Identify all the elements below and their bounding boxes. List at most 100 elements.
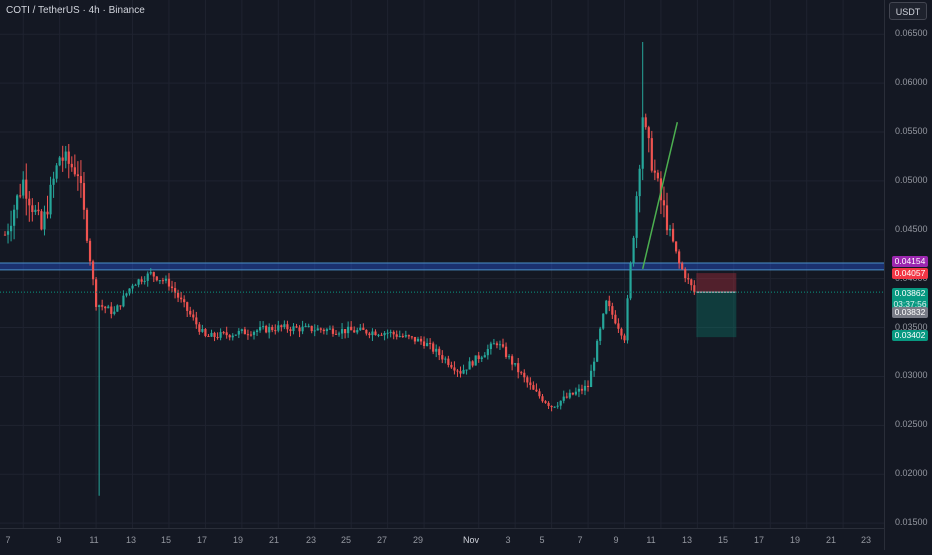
symbol-title: COTI / TetherUS · 4h · Binance [6,5,145,16]
candle-body [413,336,417,342]
candle-body [319,328,322,330]
candle-body [644,117,647,128]
candle-body [161,280,165,282]
candle-body [602,313,605,329]
candle-body [532,385,535,390]
candle-body [198,324,201,332]
candle-body [444,358,447,360]
candle-body [52,178,55,185]
candle-body [656,172,659,179]
time-tick-label: 7 [577,535,583,545]
candle-body [46,211,49,215]
candle-body [82,183,86,210]
candle-body [58,157,61,166]
candle-body [246,334,250,336]
candle-body [88,240,92,262]
candle-body [104,306,107,309]
candle-body [535,389,538,392]
candle-body [192,314,195,318]
candle-body [501,344,505,347]
candle-body [334,333,338,335]
time-tick-label: 23 [860,535,872,545]
candle-body [471,361,474,366]
price-tag: 0.03862 03:37:56 [892,288,928,310]
candle-body [441,355,444,360]
candle-body [304,325,307,327]
candle-body [483,355,486,358]
candle-body [520,372,523,374]
candle-body [371,331,374,336]
time-tick-label: 17 [753,535,765,545]
candle-body [55,165,58,179]
candle-body [541,396,544,402]
candle-body [292,326,295,332]
candle-body [186,302,189,311]
price-tag: 0.03832 [892,307,928,318]
time-axis-separator [0,528,884,529]
candle-body [204,329,207,336]
drawing-overlays[interactable] [0,122,884,338]
candle-body [395,334,398,337]
candle-body [119,305,122,307]
candle-body [684,269,687,279]
candle-body [295,326,298,328]
candle-body [416,338,420,342]
candle-body [301,326,304,332]
price-tag-value: 0.04154 [894,256,926,266]
time-tick-label: 13 [125,535,137,545]
trend-line [641,122,679,270]
candle-body [64,151,67,161]
candle-body [125,293,128,296]
price-tag-value: 0.03862 [894,288,926,298]
currency-button[interactable]: USDT [889,2,927,20]
candle-body [13,209,16,226]
candle-body [480,357,483,360]
candle-body [350,326,353,331]
candle-body [173,288,177,293]
candle-body [459,371,462,374]
candle-body [626,298,629,341]
candle-body [529,382,532,386]
candle-body [286,324,289,330]
candle-body [365,329,368,334]
candle-body [389,331,392,333]
price-tag: 0.04154 [892,256,928,267]
candle-body [562,396,565,401]
candle-body [249,334,253,336]
candle-body [623,335,626,341]
time-tick-label: 21 [268,535,280,545]
candle-body [550,405,553,408]
candle-body [289,329,292,332]
candle-body [265,326,268,333]
candle-body [577,388,581,392]
candle-body [280,325,283,328]
candle-body [596,340,599,362]
time-tick-label: 23 [305,535,317,545]
candle-body [255,330,259,333]
candle-body [228,335,231,338]
candle-body [61,157,64,161]
price-tag-countdown: 03:37:56 [893,299,927,309]
candle-body [149,272,152,274]
candle-body [407,335,410,337]
candle-body [331,328,335,334]
time-tick-label: 21 [825,535,837,545]
support-zone[interactable] [0,262,884,271]
candle-body [307,325,310,327]
candle-body [583,385,587,391]
candle-body [252,332,256,335]
candle-body [283,324,286,328]
candle-body [140,279,143,282]
candle-body [580,388,584,391]
candle-body [122,295,125,307]
candle-body [76,174,79,177]
candle-body [675,241,678,252]
candle-body [207,335,210,337]
candle-body [6,231,10,235]
candle-body [553,406,556,408]
candle-body [693,285,696,293]
candle-body [146,273,149,281]
candle-body [495,343,499,346]
